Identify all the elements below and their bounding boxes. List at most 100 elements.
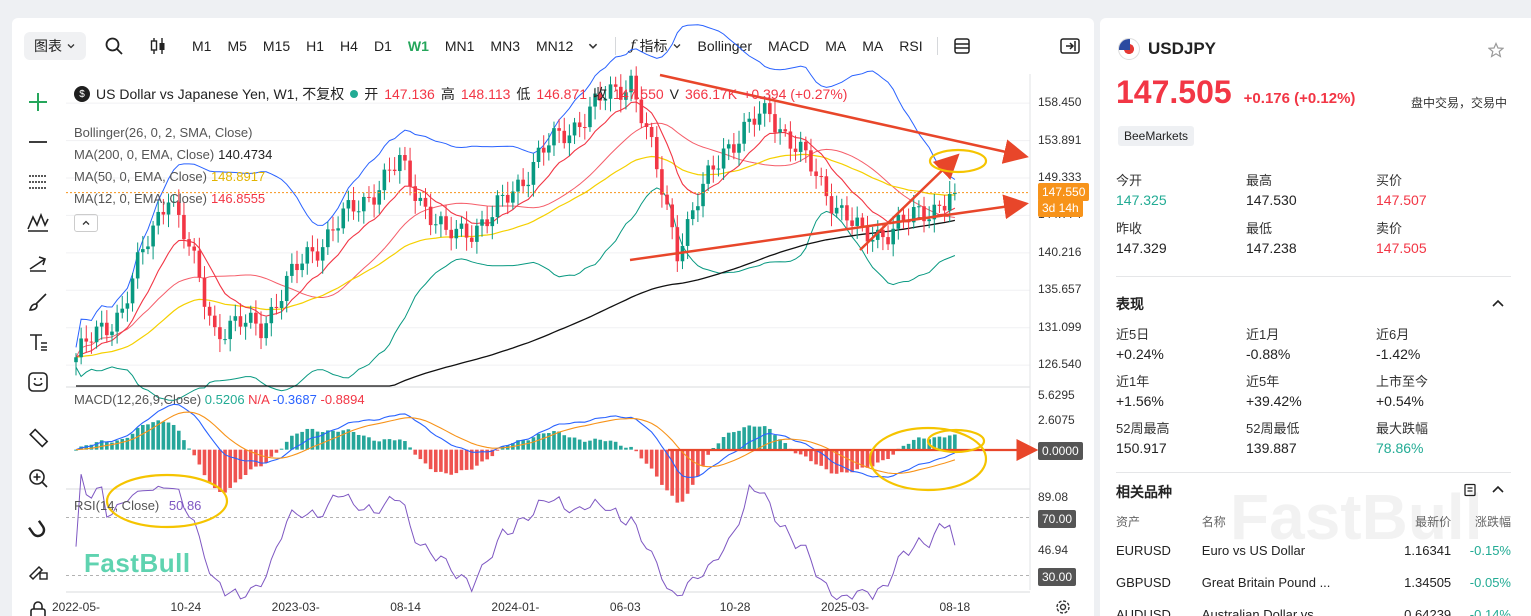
candle-body (937, 204, 942, 206)
chevron-down-icon[interactable] (587, 40, 599, 52)
layout-button[interactable] (944, 32, 980, 60)
timeframe-label: H4 (340, 38, 358, 54)
candle (94, 320, 99, 349)
tab-timeframe-mn3[interactable]: MN3 (482, 32, 528, 60)
zoom-tool[interactable] (26, 466, 50, 490)
candle (259, 311, 263, 350)
macd-histogram-bar (433, 449, 438, 473)
pattern-tool[interactable] (26, 210, 50, 234)
chart-type-dropdown[interactable]: 图表 (24, 32, 86, 60)
ma200-line (76, 219, 956, 387)
candle-body (875, 229, 880, 240)
timeframe-label: MN3 (490, 38, 520, 54)
related-collapse-button[interactable] (1488, 476, 1508, 504)
tab-timeframe-d1[interactable]: D1 (366, 32, 400, 60)
candle-body (798, 141, 803, 152)
macd-histogram-bar (562, 435, 567, 450)
related-row[interactable]: GBPUSD Great Britain Pound ... 1.34505 -0.0… (1116, 566, 1511, 598)
breakout-arrow (859, 153, 960, 251)
ruler-tool[interactable] (26, 426, 50, 450)
candle-body (336, 228, 340, 231)
candle (495, 190, 500, 224)
horizontal-line-tool[interactable] (26, 130, 50, 154)
macd-histogram-bar (94, 442, 99, 450)
candle-body (865, 226, 870, 242)
indicators-button[interactable]: ƒ 指标 (622, 32, 689, 60)
fib-tool[interactable] (26, 170, 50, 194)
tab-timeframe-m5[interactable]: M5 (219, 32, 254, 60)
tab-timeframe-w1[interactable]: W1 (400, 32, 437, 60)
high-label: 高 (440, 86, 455, 102)
chart-type-label: 图表 (34, 38, 62, 54)
toolbar-divider (615, 37, 617, 55)
price-chart[interactable] (12, 18, 1094, 616)
candle-body (74, 357, 78, 363)
tab-timeframe-h4[interactable]: H4 (332, 32, 366, 60)
lock-tool[interactable] (26, 598, 50, 616)
ma50-line (75, 153, 955, 358)
related-name: Great Britain Pound ... (1201, 574, 1331, 590)
tab-timeframe-mn1[interactable]: MN1 (437, 32, 483, 60)
divider (1116, 472, 1511, 473)
stat-cell: 近1月 -0.88% (1246, 326, 1376, 370)
candle-body (469, 237, 474, 242)
candle (639, 86, 644, 129)
related-asset: GBPUSD (1116, 574, 1171, 590)
candle-body (588, 106, 592, 128)
macd-histogram-bar (906, 443, 911, 450)
candle (238, 303, 243, 335)
candle-body (511, 191, 515, 203)
candle (809, 138, 813, 176)
macd-histogram-bar (99, 440, 104, 450)
indicator-shortcut-ma[interactable]: MA (817, 32, 854, 60)
search-button[interactable] (94, 32, 134, 60)
candle-body (762, 103, 767, 114)
candle-body (439, 216, 443, 225)
candle (480, 210, 484, 237)
macd-histogram-bar (541, 433, 546, 450)
tab-timeframe-mn12[interactable]: MN12 (528, 32, 581, 60)
performance-collapse-button[interactable] (1488, 290, 1508, 318)
candle-body (629, 75, 633, 93)
candle-style-button[interactable] (138, 32, 178, 60)
candle (696, 193, 700, 223)
stat-label: 近1年 (1116, 374, 1150, 389)
brush-tool[interactable] (26, 290, 50, 314)
emoji-tool[interactable] (26, 370, 50, 394)
candle-body (819, 176, 824, 178)
candle (690, 202, 695, 226)
macd-histogram-bar (115, 440, 119, 450)
collapse-legend-button[interactable] (74, 214, 98, 232)
candle-body (212, 315, 217, 328)
collapse-panel-button[interactable] (1056, 32, 1084, 60)
candle-body (197, 250, 202, 278)
legend-indicator-name: MA(200, 0, EMA, Close) (74, 147, 215, 162)
indicator-shortcut-macd[interactable]: MACD (760, 32, 817, 60)
chart-settings-button[interactable] (1054, 598, 1072, 616)
candle-body (207, 306, 212, 316)
candle (372, 184, 376, 218)
macd-histogram-bar (454, 449, 459, 474)
magnet-tool[interactable] (26, 518, 50, 542)
text-tool[interactable] (26, 330, 50, 354)
broker-badge[interactable]: BeeMarkets (1118, 126, 1195, 146)
indicator-shortcut-rsi[interactable]: RSI (891, 32, 930, 60)
related-row[interactable]: EURUSD Euro vs US Dollar 1.16341 -0.15% (1116, 534, 1511, 566)
related-row[interactable]: AUDUSD Australian Dollar vs ... 0.64239 -0.… (1116, 598, 1511, 616)
macd-histogram-bar (248, 449, 253, 470)
lock-drawings-tool[interactable] (26, 558, 50, 582)
tab-timeframe-m1[interactable]: M1 (184, 32, 219, 60)
tab-timeframe-h1[interactable]: H1 (298, 32, 332, 60)
indicator-shortcut-ma[interactable]: MA (854, 32, 891, 60)
macd-histogram-bar (428, 449, 433, 470)
indicator-shortcut-bollinger[interactable]: Bollinger (690, 32, 760, 60)
crosshair-tool[interactable] (26, 90, 50, 114)
favorite-button[interactable] (1484, 36, 1508, 64)
tab-timeframe-m15[interactable]: M15 (255, 32, 298, 60)
related-list-button[interactable] (1460, 476, 1480, 504)
projection-tool[interactable] (26, 250, 50, 274)
rsi-name: RSI(14, Close) (74, 498, 160, 513)
candle (762, 96, 767, 127)
candle (726, 139, 731, 161)
candle (824, 169, 829, 206)
